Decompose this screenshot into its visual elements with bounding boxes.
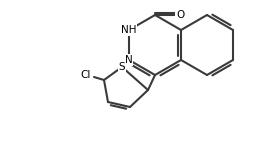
Text: Cl: Cl: [81, 70, 91, 80]
Text: S: S: [119, 62, 125, 72]
Text: NH: NH: [121, 25, 137, 35]
Text: O: O: [176, 10, 184, 20]
Text: N: N: [125, 55, 133, 65]
